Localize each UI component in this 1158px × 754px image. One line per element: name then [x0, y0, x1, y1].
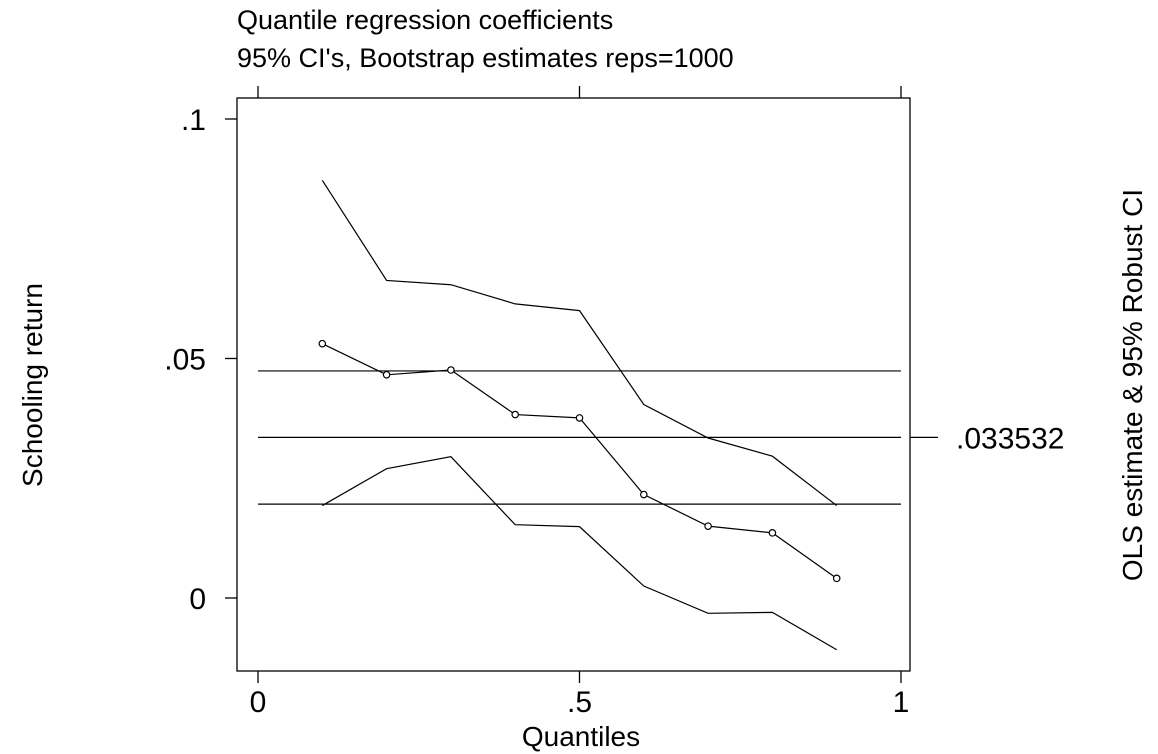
y-tick-label: 0: [189, 583, 206, 616]
x-tick-label: 0: [250, 686, 267, 719]
x-axis-label: Quantiles: [522, 721, 640, 752]
chart-title: Quantile regression coefficients: [237, 5, 613, 35]
lower-ci-line: [322, 456, 838, 651]
chart-subtitle: 95% CI's, Bootstrap estimates reps=1000: [237, 43, 734, 73]
coefficient-point: [318, 339, 327, 348]
coefficient-point: [704, 522, 712, 530]
y-tick-label: .05: [164, 344, 206, 377]
coefficient-point: [511, 410, 520, 419]
coefficient-point: [382, 370, 391, 379]
ols-estimate-label: .033532: [956, 422, 1064, 455]
plot-area: [236, 97, 911, 672]
coefficient-point: [447, 366, 455, 374]
coefficient-point: [832, 574, 841, 583]
x-tick-label: .5: [567, 686, 592, 719]
coefficient-line: [322, 343, 838, 579]
coefficient-point: [639, 490, 648, 499]
coefficient-point: [768, 529, 777, 537]
upper-ci-line: [321, 179, 838, 507]
y-tick-label: .1: [181, 104, 206, 137]
x-tick-label: 1: [893, 686, 910, 719]
y-axis-label: Schooling return: [17, 283, 48, 487]
right-axis-label: OLS estimate & 95% Robust CI: [1117, 189, 1148, 581]
coefficient-point: [575, 414, 584, 422]
